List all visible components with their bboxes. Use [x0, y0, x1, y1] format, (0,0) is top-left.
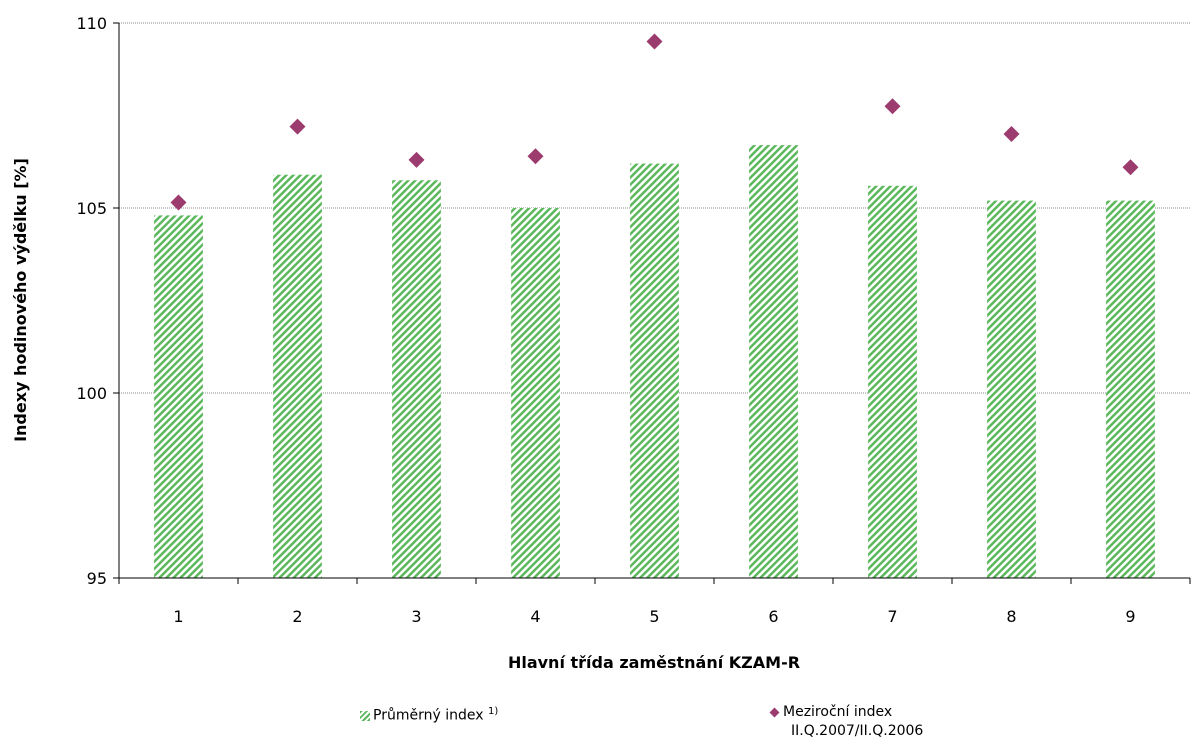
diamond-point	[408, 151, 425, 168]
bar	[1106, 200, 1155, 578]
x-tick-label: 7	[887, 607, 897, 626]
x-tick-label: 6	[768, 607, 778, 626]
diamond-point	[527, 148, 544, 165]
legend-marker-label-line2: II.Q.2007/II.Q.2006	[791, 723, 924, 739]
y-tick-label: 95	[87, 569, 107, 588]
marker-series	[170, 33, 1139, 211]
bar	[868, 185, 917, 579]
legend-marker-entry: Meziroční index II.Q.2007/II.Q.2006	[768, 703, 923, 741]
diamond-marker-icon	[769, 707, 780, 717]
x-tick-label: 3	[411, 607, 421, 626]
x-tick-label: 5	[649, 607, 659, 626]
bar	[630, 163, 679, 578]
bar	[511, 208, 560, 578]
y-tick-label: 100	[76, 384, 107, 403]
y-tick-label: 110	[76, 14, 107, 33]
bar-swatch-icon	[360, 710, 370, 721]
bar	[273, 174, 322, 578]
diamond-point	[646, 33, 663, 50]
axes	[113, 22, 1191, 584]
bar	[987, 200, 1036, 578]
y-axis-title: Indexy hodinového výdělku [%]	[11, 158, 30, 442]
x-tick-label: 1	[173, 607, 183, 626]
legend-marker-label-line1: Meziroční index	[783, 704, 893, 720]
tick-labels: 95 100 105 110 1 2 3 4 5 6 7 8 9	[76, 14, 1135, 626]
x-tick-label: 8	[1006, 607, 1016, 626]
bar-series	[154, 145, 1155, 579]
diamond-point	[170, 194, 187, 211]
y-tick-label: 105	[76, 199, 107, 218]
bar	[749, 145, 798, 578]
legend-bar-entry: Průměrný index 1)	[360, 702, 498, 726]
legend-footnote-mark: 1)	[487, 706, 499, 717]
x-tick-label: 4	[530, 607, 540, 626]
bar	[392, 180, 441, 578]
legend-bar-label: Průměrný index	[373, 707, 488, 724]
diamond-point	[1122, 159, 1139, 176]
diamond-point	[1003, 126, 1020, 142]
diamond-point	[884, 98, 901, 115]
x-tick-label: 9	[1125, 607, 1135, 626]
diamond-point	[289, 118, 306, 135]
bar	[154, 215, 203, 578]
x-tick-label: 2	[292, 607, 302, 626]
x-axis-title: Hlavní třída zaměstnání KZAM-R	[508, 653, 800, 672]
